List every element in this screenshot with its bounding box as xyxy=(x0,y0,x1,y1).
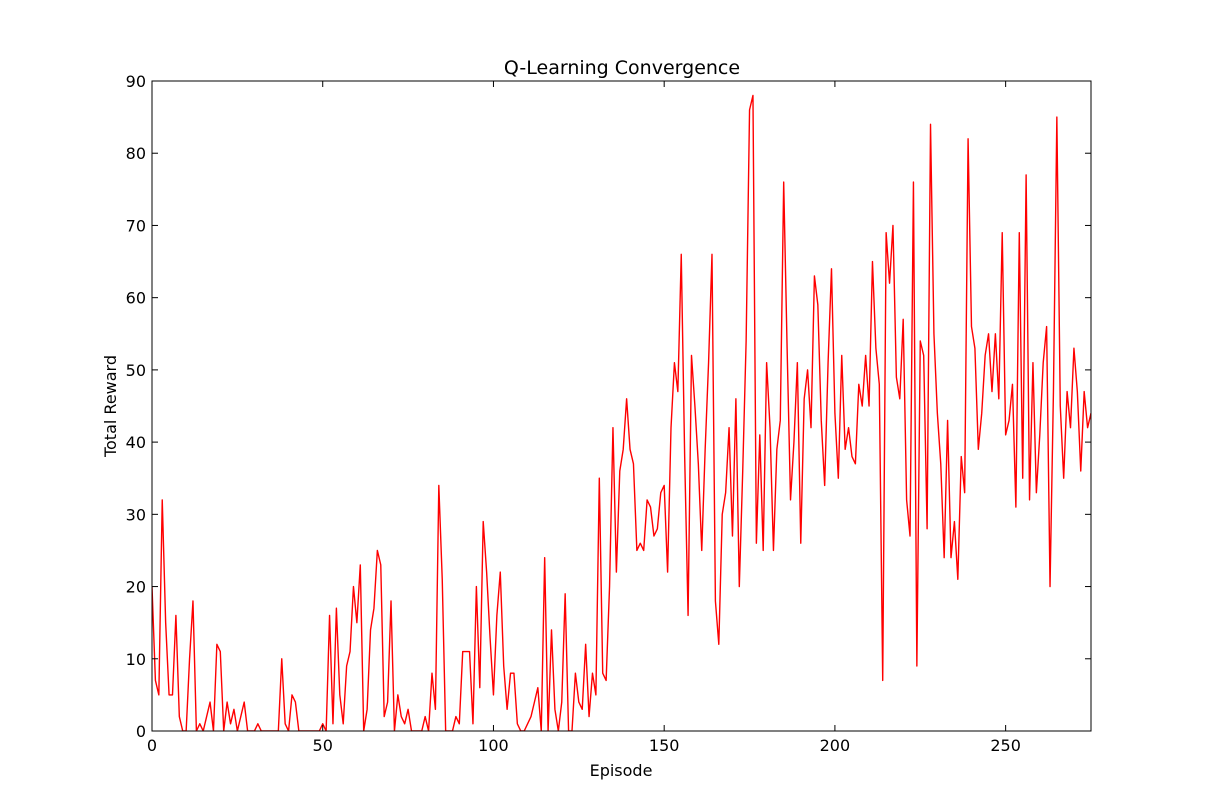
axis-ticks: 0 50 100 150 200 250 0 10 20 30 40 50 60 70 80 90 xyxy=(126,72,1091,755)
y-tick-label: 70 xyxy=(126,216,146,235)
axes-frame xyxy=(151,80,1092,732)
x-tick-label: 250 xyxy=(990,736,1021,755)
x-tick-label: 100 xyxy=(478,736,509,755)
y-tick-label: 90 xyxy=(126,72,146,91)
x-tick-label: 200 xyxy=(820,736,851,755)
y-tick-label: 10 xyxy=(126,650,146,669)
plot-area xyxy=(152,94,1091,731)
y-tick-label: 60 xyxy=(126,289,146,308)
x-tick-label: 50 xyxy=(313,736,333,755)
y-tick-label: 20 xyxy=(126,578,146,597)
chart-title: Q-Learning Convergence xyxy=(504,57,740,79)
y-axis-title: Total Reward xyxy=(101,355,120,458)
x-tick-label: 150 xyxy=(649,736,680,755)
x-axis-title: Episode xyxy=(590,761,653,780)
y-tick-label: 80 xyxy=(126,144,146,163)
y-tick-label: 40 xyxy=(126,433,146,452)
y-tick-label: 50 xyxy=(126,361,146,380)
y-tick-label: 30 xyxy=(126,505,146,524)
series-line-0 xyxy=(152,94,1091,731)
y-tick-label: 0 xyxy=(136,722,146,741)
x-tick-label: 0 xyxy=(147,736,157,755)
